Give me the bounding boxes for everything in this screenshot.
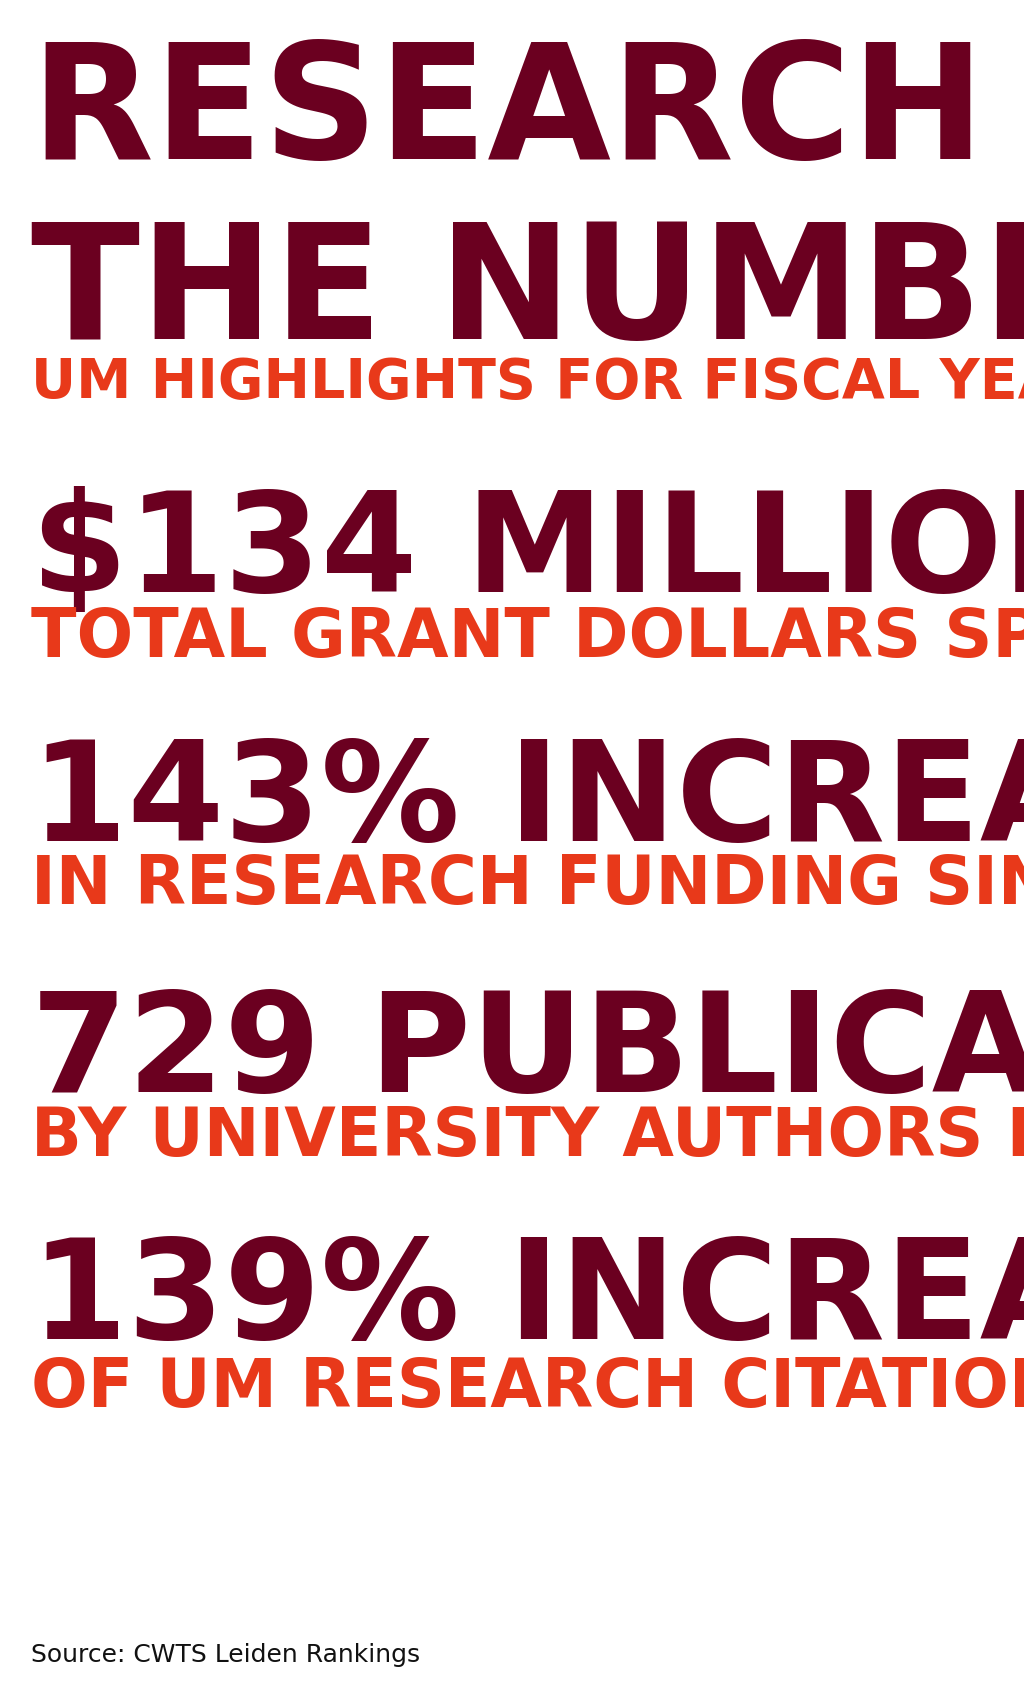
Text: 729 PUBLICATIONS: 729 PUBLICATIONS — [31, 986, 1024, 1121]
Text: Source: CWTS Leiden Rankings: Source: CWTS Leiden Rankings — [31, 1643, 420, 1667]
Text: 139% INCREASE: 139% INCREASE — [31, 1233, 1024, 1369]
Text: OF UM RESEARCH CITATIONS SINCE 2012: OF UM RESEARCH CITATIONS SINCE 2012 — [31, 1355, 1024, 1421]
Text: $134 MILLION: $134 MILLION — [31, 486, 1024, 622]
Text: 143% INCREASE: 143% INCREASE — [31, 735, 1024, 871]
Text: UM HIGHLIGHTS FOR FISCAL YEAR 2023: UM HIGHLIGHTS FOR FISCAL YEAR 2023 — [31, 356, 1024, 410]
Text: IN RESEARCH FUNDING SINCE 2014: IN RESEARCH FUNDING SINCE 2014 — [31, 852, 1024, 918]
Text: THE NUMBERS: THE NUMBERS — [31, 217, 1024, 371]
Text: RESEARCH BY: RESEARCH BY — [31, 37, 1024, 191]
Text: BY UNIVERSITY AUTHORS IN 2023: BY UNIVERSITY AUTHORS IN 2023 — [31, 1104, 1024, 1171]
Text: TOTAL GRANT DOLLARS SPENT: TOTAL GRANT DOLLARS SPENT — [31, 605, 1024, 671]
